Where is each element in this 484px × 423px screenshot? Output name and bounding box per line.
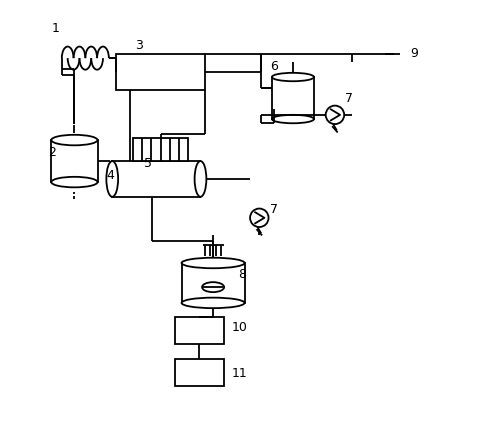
Ellipse shape [51, 135, 97, 146]
Text: 1: 1 [51, 22, 59, 35]
Text: 2: 2 [48, 146, 56, 159]
Text: 4: 4 [106, 169, 114, 182]
Text: 10: 10 [231, 321, 247, 334]
Bar [175, 359, 223, 386]
Bar [51, 140, 97, 182]
Ellipse shape [51, 177, 97, 187]
Bar [116, 54, 204, 90]
Ellipse shape [202, 282, 224, 292]
Text: 9: 9 [410, 47, 418, 60]
Bar [112, 161, 200, 197]
Text: 8: 8 [238, 268, 246, 281]
Ellipse shape [181, 298, 244, 308]
Text: 7: 7 [345, 91, 353, 104]
Ellipse shape [106, 161, 118, 197]
Bar [133, 138, 187, 161]
Ellipse shape [272, 73, 313, 81]
Text: 7: 7 [269, 203, 277, 216]
Text: 3: 3 [135, 39, 143, 52]
Text: 6: 6 [269, 60, 277, 73]
Circle shape [325, 106, 344, 124]
Bar [175, 316, 223, 344]
Ellipse shape [194, 161, 206, 197]
Bar [181, 263, 244, 303]
Bar [272, 77, 313, 119]
Ellipse shape [272, 115, 313, 123]
Text: 11: 11 [231, 367, 247, 380]
Text: 5: 5 [143, 157, 151, 170]
Circle shape [250, 209, 268, 227]
Ellipse shape [181, 258, 244, 268]
